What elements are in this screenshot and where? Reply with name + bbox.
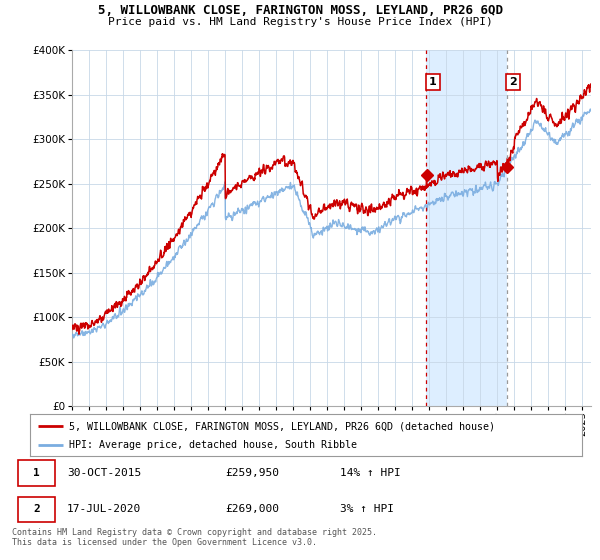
Text: 2: 2 [33,505,40,515]
Text: 1: 1 [429,77,437,87]
Text: 30-OCT-2015: 30-OCT-2015 [67,468,141,478]
FancyBboxPatch shape [18,497,55,522]
Text: 1: 1 [33,468,40,478]
Text: 2: 2 [509,77,517,87]
Text: 3% ↑ HPI: 3% ↑ HPI [340,505,394,515]
Text: £269,000: £269,000 [225,505,279,515]
Text: Price paid vs. HM Land Registry's House Price Index (HPI): Price paid vs. HM Land Registry's House … [107,17,493,27]
Text: 17-JUL-2020: 17-JUL-2020 [67,505,141,515]
Text: £259,950: £259,950 [225,468,279,478]
Text: 5, WILLOWBANK CLOSE, FARINGTON MOSS, LEYLAND, PR26 6QD: 5, WILLOWBANK CLOSE, FARINGTON MOSS, LEY… [97,4,503,17]
Text: 5, WILLOWBANK CLOSE, FARINGTON MOSS, LEYLAND, PR26 6QD (detached house): 5, WILLOWBANK CLOSE, FARINGTON MOSS, LEY… [68,421,494,431]
FancyBboxPatch shape [18,460,55,486]
Bar [427,50,506,406]
Text: Contains HM Land Registry data © Crown copyright and database right 2025.
This d: Contains HM Land Registry data © Crown c… [12,528,377,547]
Text: 14% ↑ HPI: 14% ↑ HPI [340,468,401,478]
Text: HPI: Average price, detached house, South Ribble: HPI: Average price, detached house, Sout… [68,440,356,450]
